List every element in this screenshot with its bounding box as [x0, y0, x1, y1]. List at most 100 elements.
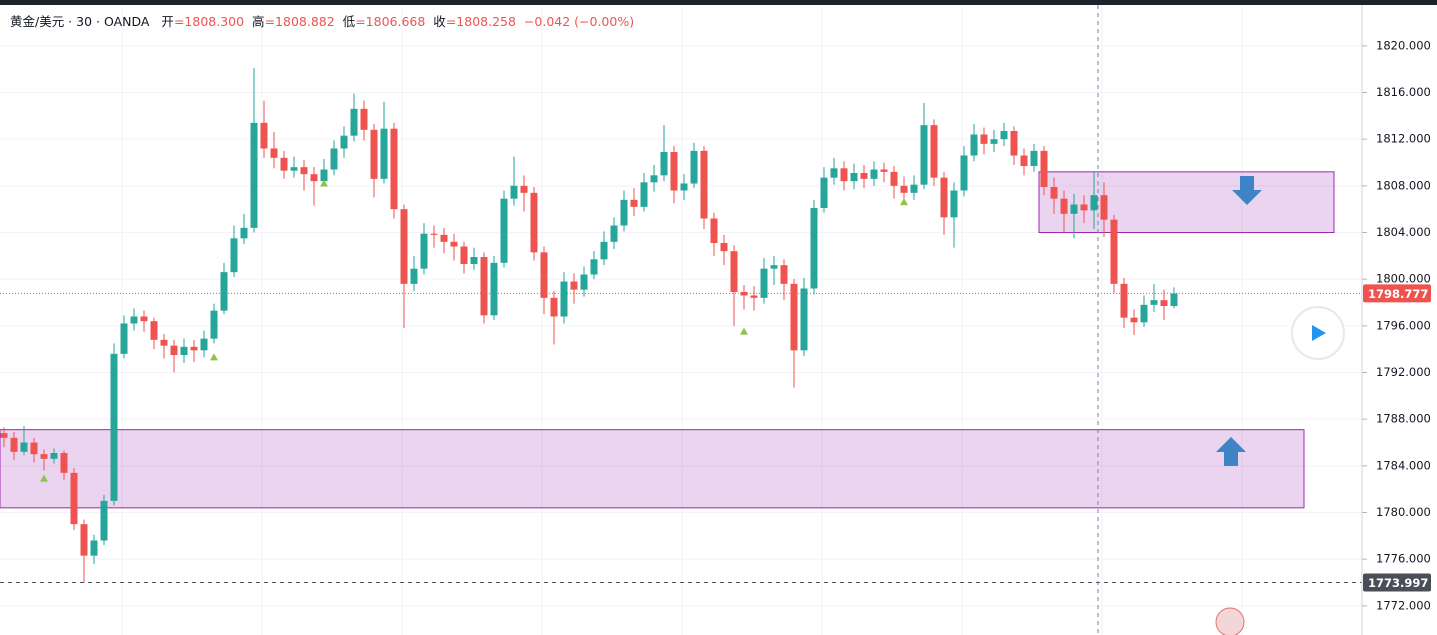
signal [40, 474, 48, 482]
candle-body [670, 152, 678, 191]
candle-body [750, 295, 758, 298]
signal [210, 353, 218, 361]
candle-body [940, 177, 948, 218]
legend: 黄金/美元 · 30 · OANDA 开=1808.300 高=1808.882… [10, 14, 634, 29]
candle-body [1070, 204, 1078, 214]
candle-body [430, 233, 438, 235]
candle-body [630, 199, 638, 207]
candle-body [620, 199, 628, 226]
candle-body [610, 225, 618, 242]
candle-body [0, 433, 8, 438]
candle-body [350, 108, 358, 136]
candle-body [1140, 304, 1148, 323]
candle-body [300, 167, 308, 175]
candle-body [280, 157, 288, 171]
candle-body [140, 316, 148, 322]
candle-body [210, 310, 218, 339]
candle-body [540, 252, 548, 298]
candle-body [560, 281, 568, 317]
candle-body [1110, 219, 1118, 284]
candle-body [1060, 198, 1068, 214]
candle-body [440, 234, 448, 242]
candle-body [400, 209, 408, 284]
signal [900, 198, 908, 206]
field-name: 收 [433, 14, 446, 29]
candle-body [1040, 150, 1048, 187]
candle-body [380, 128, 388, 179]
price-tag-label: 1773.997 [1368, 576, 1428, 590]
candles [0, 68, 1178, 583]
candle-body [250, 122, 258, 228]
candle-body [760, 268, 768, 298]
candle-body [880, 169, 888, 172]
candle-body [170, 345, 178, 355]
candle-body [370, 129, 378, 179]
up-arrow [1216, 437, 1246, 466]
candle-body [660, 152, 668, 176]
candle-body [640, 182, 648, 207]
candle-body [500, 198, 508, 263]
candle-body [870, 169, 878, 179]
top-bar [0, 0, 1437, 5]
price-tag [1363, 573, 1431, 592]
logo [1215, 607, 1245, 635]
y-tick-label: 1792.000 [1376, 365, 1431, 379]
candle-body [570, 281, 578, 290]
candle-body [200, 338, 208, 351]
field-name: 低 [343, 14, 356, 29]
price-tags: 1798.777 1773.997 [1363, 284, 1431, 592]
candle-body [70, 472, 78, 525]
price-axis [1362, 5, 1437, 635]
zone [1038, 171, 1335, 233]
candle-body [460, 246, 468, 264]
candle-body [830, 168, 838, 178]
candle-body [650, 175, 658, 183]
candle-body [730, 251, 738, 292]
candle-body [90, 540, 98, 556]
candle-body [770, 265, 778, 269]
candle-body [10, 437, 18, 452]
price-tag [1363, 284, 1431, 303]
candle-body [20, 442, 28, 452]
candle-body [360, 108, 368, 130]
candle-body [1160, 300, 1168, 306]
candle-body [700, 150, 708, 219]
candle-body [1000, 131, 1008, 140]
field-name: 高 [252, 14, 265, 29]
logo-circle [1215, 607, 1245, 635]
candle-body [150, 321, 158, 340]
y-tick-label: 1784.000 [1376, 458, 1431, 472]
signals [40, 179, 908, 482]
candle-body [1010, 131, 1018, 156]
candle-body [110, 353, 118, 501]
y-tick-label: 1816.000 [1376, 85, 1431, 99]
y-tick-label: 1804.000 [1376, 225, 1431, 239]
candle-body [910, 184, 918, 193]
candle-body [720, 243, 728, 252]
price-tag-label: 1798.777 [1368, 287, 1428, 301]
play-button[interactable] [1291, 306, 1345, 360]
candle-body [40, 454, 48, 459]
candle-body [450, 241, 458, 247]
signal [740, 327, 748, 335]
candle-body [310, 174, 318, 182]
candle-body [490, 262, 498, 316]
candle-body [930, 125, 938, 178]
candle-body [1020, 155, 1028, 166]
play-icon[interactable] [1312, 325, 1326, 341]
candle-body [480, 257, 488, 316]
candle-body [1080, 204, 1088, 211]
y-tick-label: 1808.000 [1376, 178, 1431, 192]
candle-body [1100, 195, 1108, 220]
candle-body [840, 168, 848, 182]
candle-body [1130, 317, 1138, 323]
candle-body [340, 135, 348, 149]
y-tick-label: 1800.000 [1376, 272, 1431, 286]
candle-body [850, 173, 858, 182]
candle-body [60, 453, 68, 473]
candle-body [420, 233, 428, 269]
candle-body [580, 274, 588, 290]
down-arrow [1232, 176, 1262, 205]
